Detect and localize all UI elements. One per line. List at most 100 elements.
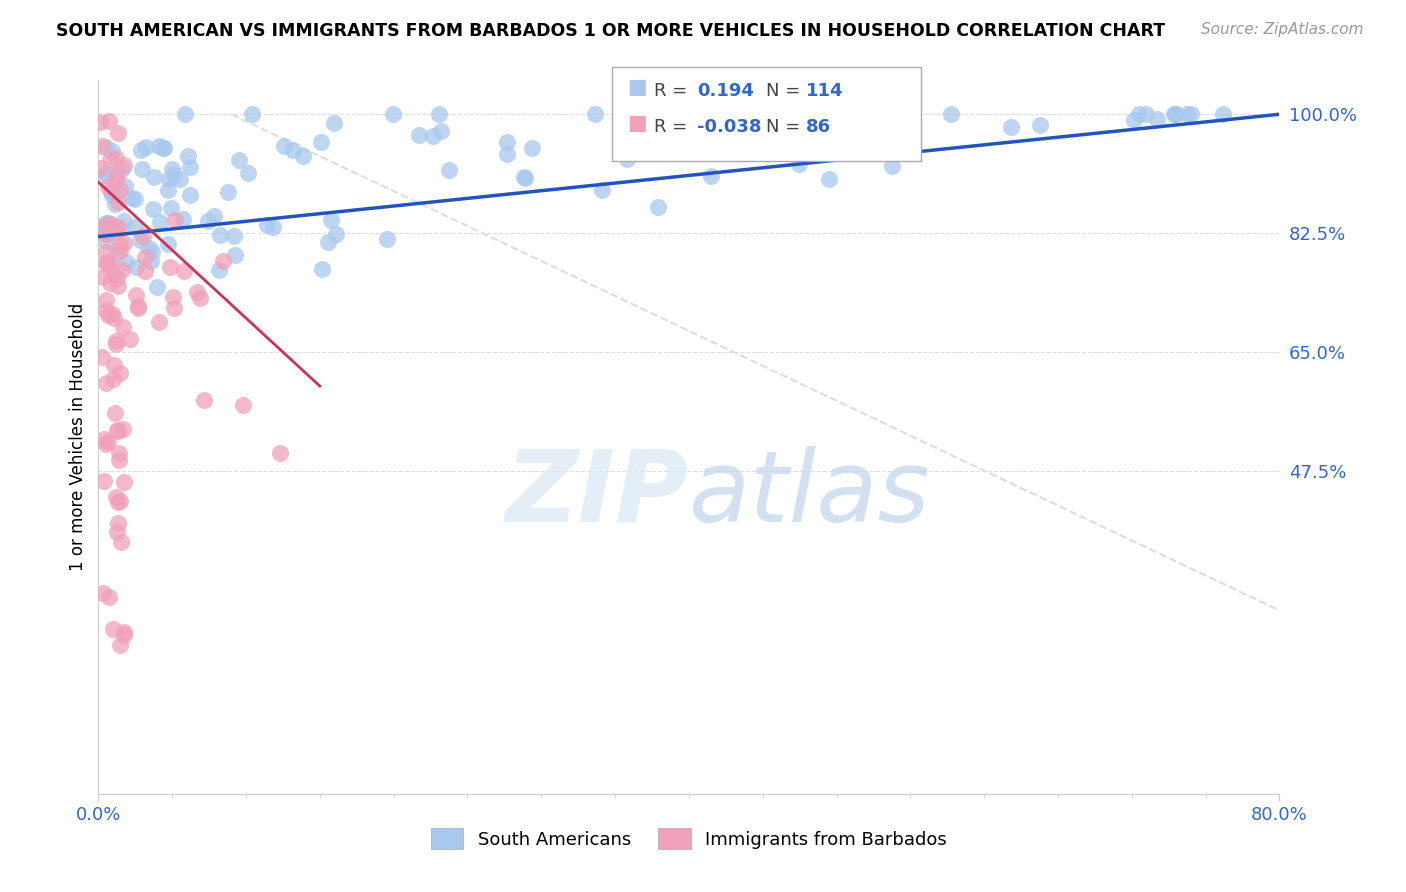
Point [103,358,125,372]
Point [790,107,813,121]
Point [1123,113,1146,128]
Point [236,166,259,180]
Point [273,138,295,153]
Text: SOUTH AMERICAN VS IMMIGRANTS FROM BARBADOS 1 OR MORE VEHICLES IN HOUSEHOLD CORRE: SOUTH AMERICAN VS IMMIGRANTS FROM BARBAD… [56,22,1166,40]
Point [311,135,333,149]
Point [319,212,342,227]
Point [901,107,924,121]
Point [173,264,195,278]
Text: 114: 114 [806,82,844,100]
Point [1180,107,1202,121]
Point [134,264,156,278]
Point [110,535,132,549]
Point [105,524,128,539]
Point [149,215,172,229]
Point [292,149,315,163]
Point [108,452,131,467]
Point [105,246,128,260]
Point [96,256,118,270]
Text: -0.038: -0.038 [697,118,762,136]
Point [110,183,132,197]
Point [169,172,191,186]
Point [1146,112,1168,126]
Point [583,107,606,121]
Point [93,474,115,488]
Point [700,120,723,134]
Point [105,334,128,349]
Point [495,146,517,161]
Point [108,493,131,508]
Point [162,162,184,177]
Point [647,200,669,214]
Point [141,244,163,259]
Point [111,422,134,436]
Text: ■: ■ [627,113,647,133]
Point [101,371,124,385]
Point [208,227,231,242]
Point [105,337,128,351]
Point [97,227,120,242]
Point [513,169,536,184]
Point [112,235,135,250]
Point [202,209,225,223]
Point [100,217,122,231]
Point [817,107,839,121]
Point [163,168,186,182]
Point [160,201,183,215]
Point [156,183,179,197]
Point [141,253,163,268]
Point [101,622,124,636]
Point [1212,107,1234,121]
Point [1163,107,1185,121]
Text: N =: N = [766,118,806,136]
Point [125,260,148,274]
Point [148,315,170,329]
Point [430,124,453,138]
Point [186,285,208,300]
Point [105,424,128,438]
Point [179,188,201,202]
Point [94,437,117,451]
Point [138,241,160,255]
Point [94,293,117,307]
Point [94,376,117,390]
Text: R =: R = [654,118,693,136]
Point [100,186,122,200]
Y-axis label: 1 or more Vehicles in Household: 1 or more Vehicles in Household [69,303,87,571]
Point [96,303,118,318]
Point [93,432,115,446]
Point [115,254,138,268]
Point [591,183,613,197]
Point [159,260,181,274]
Point [179,160,201,174]
Point [107,446,129,460]
Point [193,393,215,408]
Point [129,233,152,247]
Point [316,235,339,250]
Point [211,254,233,268]
Point [105,151,128,165]
Point [97,180,120,194]
Point [94,168,117,182]
Point [162,290,184,304]
Point [129,143,152,157]
Point [127,301,149,315]
Point [1135,107,1157,121]
Point [1128,107,1150,121]
Point [789,157,811,171]
Point [256,219,278,233]
Point [322,116,344,130]
Point [91,270,114,285]
Point [148,139,170,153]
Point [94,235,117,249]
Point [1166,107,1188,121]
Point [107,220,129,235]
Point [134,250,156,264]
Point [157,237,180,252]
Point [101,188,124,202]
Point [124,219,146,234]
Point [97,256,120,270]
Text: ZIP: ZIP [506,446,689,542]
Point [838,107,860,121]
Point [98,276,121,290]
